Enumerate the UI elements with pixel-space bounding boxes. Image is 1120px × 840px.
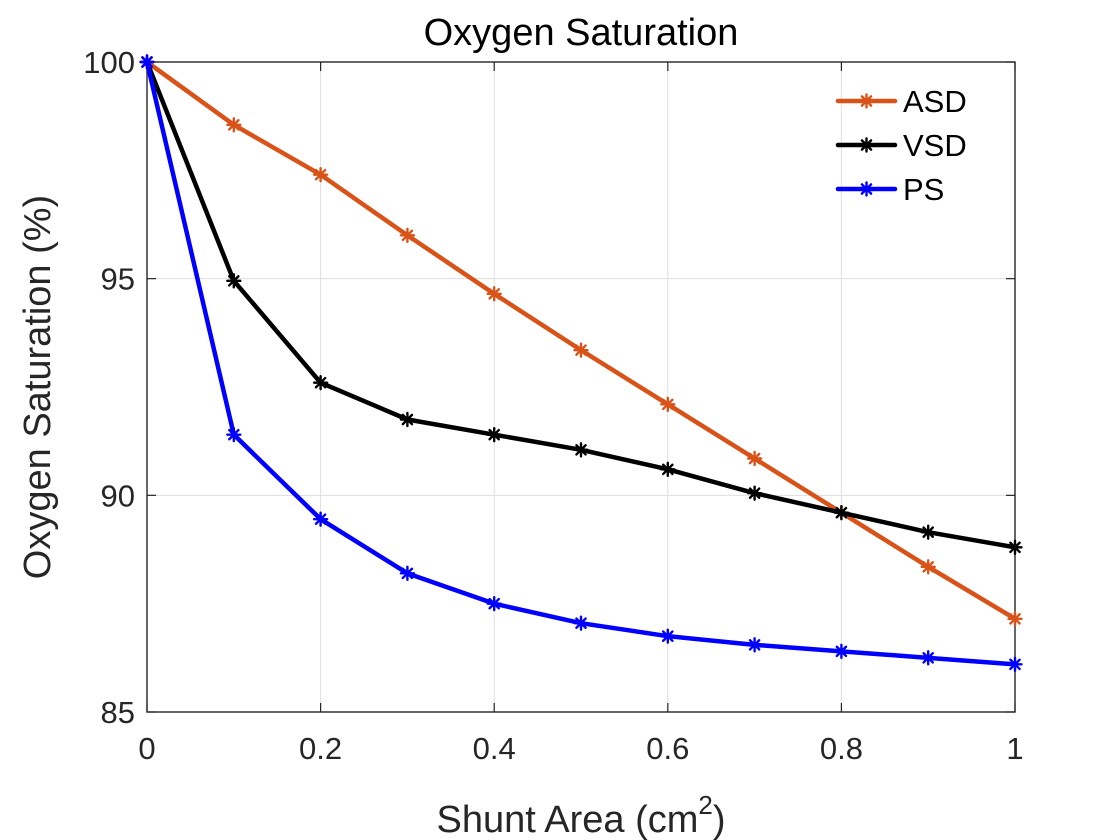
data-point-asd [486,286,502,302]
series-lines [139,54,1023,673]
x-tick-label: 0.4 [473,731,516,766]
legend-marker-vsd [858,137,875,153]
data-point-vsd [312,374,329,391]
data-point-asd [226,117,242,133]
data-point-ps [920,650,936,666]
data-point-vsd [833,504,850,521]
data-point-vsd [1007,539,1023,556]
data-point-ps [573,615,589,631]
data-point-vsd [399,411,416,428]
data-point-vsd [920,524,936,540]
legend-marker-ps [858,181,875,197]
data-point-ps [226,426,242,443]
data-point-asd [660,396,676,413]
chart-title: Oxygen Saturation [424,12,739,54]
y-tick-label: 100 [83,45,135,80]
x-tick-label: 0 [138,731,155,766]
data-point-ps [139,54,155,70]
y-tick-label: 95 [101,262,135,297]
legend-label-vsd: VSD [903,128,967,163]
data-point-asd [746,450,763,467]
data-point-asd [399,227,416,244]
x-tick-label: 0.6 [646,731,689,766]
data-point-asd [573,342,589,358]
data-point-vsd [660,461,676,478]
series-vsd [139,54,1023,556]
legend-label-asd: ASD [903,84,967,119]
data-point-ps [399,565,416,582]
x-tick-label: 0.8 [820,731,863,766]
data-point-asd [312,166,329,183]
y-tick-label: 85 [101,695,135,730]
x-axis-label-superscript: 2 [698,790,712,820]
x-axis-label-close: ) [713,799,726,840]
data-point-vsd [573,442,589,458]
y-tick-label: 90 [101,478,135,513]
x-axis-label: Shunt Area (cm2) [436,790,725,840]
axes-box [146,61,1016,713]
plot-area [147,62,1015,712]
data-point-vsd [746,485,763,501]
data-point-ps [746,637,763,653]
axes [146,61,1016,713]
data-point-vsd [226,273,242,289]
x-tick-label: 1 [1006,731,1023,766]
y-axis-label: Oxygen Saturation (%) [17,195,59,579]
legend-entry-ps: PS [835,172,944,207]
data-point-ps [312,511,329,527]
legend-label-ps: PS [903,172,944,207]
legend: ASD VSD PS [835,84,967,207]
x-tick-label: 0.2 [299,731,342,766]
series-asd [139,54,1023,627]
data-point-asd [920,559,936,575]
series-ps [139,54,1023,673]
data-point-asd [1007,611,1023,627]
data-point-ps [486,595,502,612]
x-axis-label-text: Shunt Area (cm [436,799,698,840]
data-point-ps [833,643,850,660]
legend-marker-asd [858,93,875,109]
data-point-vsd [486,426,502,443]
legend-entry-asd: ASD [835,84,967,119]
legend-entry-vsd: VSD [835,128,967,163]
tick-labels: 0 0.2 0.4 0.6 0.8 1 85 90 95 100 [83,45,1023,766]
data-point-ps [660,628,676,644]
data-point-ps [1007,656,1023,673]
